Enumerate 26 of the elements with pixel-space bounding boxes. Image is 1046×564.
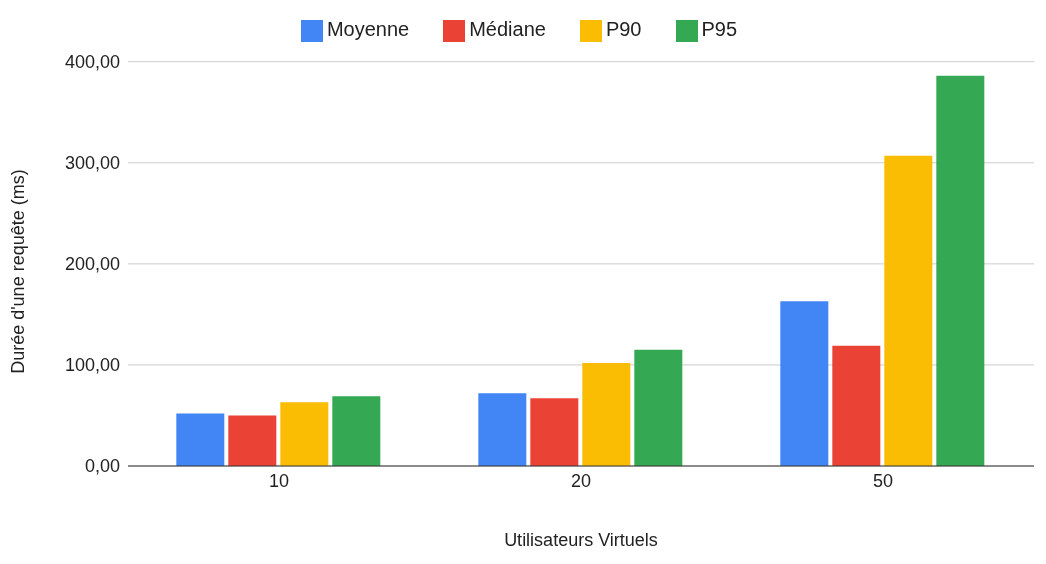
bar (176, 413, 225, 466)
y-tick-label: 400,00 (64, 52, 120, 73)
bar (884, 155, 933, 466)
legend-label: Moyenne (326, 18, 410, 40)
bar (634, 349, 683, 466)
bar (832, 345, 881, 466)
x-tick-label: 20 (570, 470, 592, 491)
bar (332, 396, 381, 466)
y-axis-title: Durée d'une requête (ms) (8, 169, 29, 374)
x-tick-label: 10 (268, 470, 290, 491)
y-tick-label: 300,00 (64, 153, 120, 174)
bar (936, 75, 985, 466)
bar (530, 398, 579, 466)
y-tick-label: 200,00 (64, 254, 120, 275)
legend-label: P95 (701, 18, 738, 40)
bar (228, 415, 277, 466)
bar (280, 402, 329, 466)
bar (478, 393, 527, 466)
bar (582, 362, 631, 466)
x-axis-title: Utilisateurs Virtuels (504, 530, 658, 550)
y-tick-label: 100,00 (64, 355, 120, 376)
legend-label: Médiane (469, 18, 546, 40)
legend-label: P90 (605, 18, 642, 40)
y-tick-label: 0,00 (84, 456, 120, 477)
x-tick-label: 50 (872, 470, 894, 491)
bar (780, 301, 829, 466)
